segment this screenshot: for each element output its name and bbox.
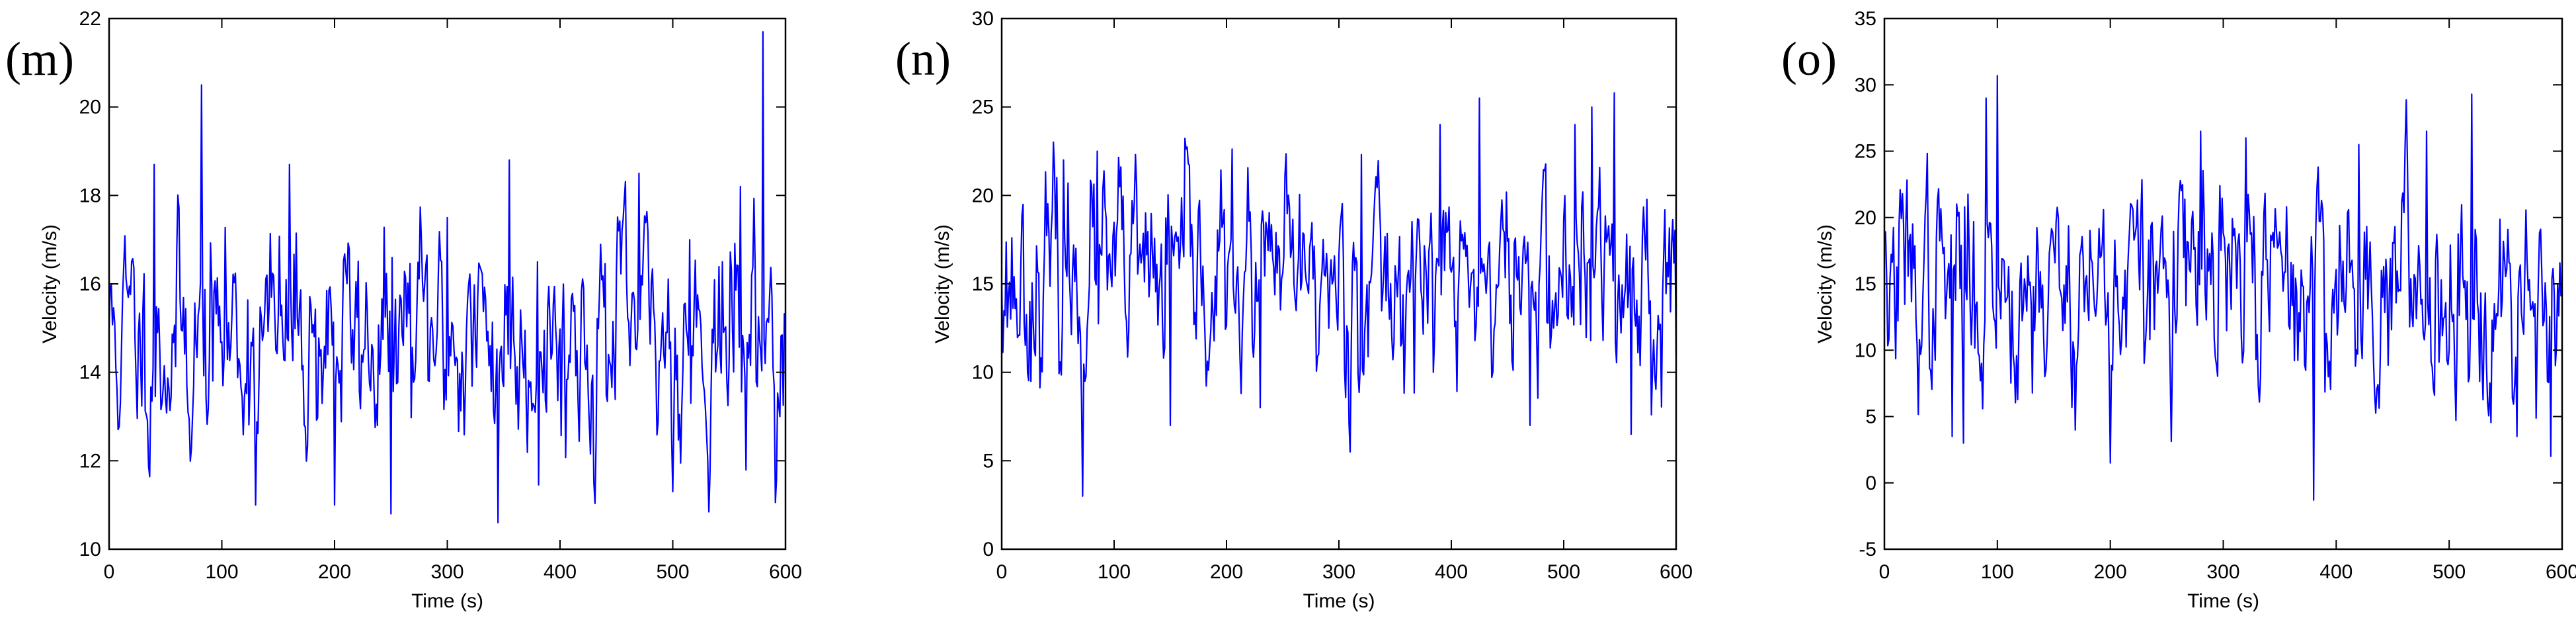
axis-ticks: 0 100 200 300 400 500 600 0 5 10 15 20 25 30 [972,8,1693,583]
x-axis-label: Time (s) [411,590,483,612]
series-line-velocity [1883,75,2563,501]
y-tick-label: 5 [1865,406,1876,428]
x-tick-label: 200 [1210,561,1243,583]
y-tick-label: 35 [1855,8,1876,30]
series-line-velocity [108,31,787,523]
velocity-chart-n: 0 100 200 300 400 500 600 0 5 10 15 20 25 30 Time (s) V… [932,8,1693,612]
y-tick-label: 20 [79,97,101,118]
x-tick-label: 100 [1098,561,1131,583]
chart-panel-m: (m) 0 100 200 300 400 500 600 10 12 14 16 18 20 22 Tim… [0,0,820,617]
x-tick-label: 300 [1322,561,1355,583]
panel-label-n: (n) [895,32,951,85]
y-tick-label: 30 [1855,74,1876,96]
panel-label-o: (o) [1781,32,1837,85]
x-tick-label: 100 [1981,561,2014,583]
y-tick-label: 5 [983,450,994,472]
plot-area [108,31,787,523]
y-tick-label: 12 [79,450,101,472]
panel-label-m: (m) [5,32,74,85]
x-tick-label: 200 [318,561,351,583]
x-tick-label: 0 [1879,561,1890,583]
y-tick-label: 10 [1855,339,1876,361]
y-tick-label: 10 [79,539,101,560]
axis-ticks: 0 100 200 300 400 500 600 10 12 14 16 18 20 22 [79,8,802,583]
y-tick-label: 15 [972,273,994,295]
x-tick-label: 0 [996,561,1008,583]
y-tick-label: 25 [972,97,994,118]
y-tick-label: 0 [1865,472,1876,494]
y-tick-label: 0 [983,539,994,560]
y-axis-label: Velocity (m/s) [932,224,953,343]
y-axis-label: Velocity (m/s) [1814,224,1836,343]
x-tick-label: 200 [2094,561,2127,583]
y-tick-label: 15 [1855,273,1876,295]
x-axis-label: Time (s) [2187,590,2259,612]
x-tick-label: 400 [1435,561,1468,583]
plot-area [1000,92,1677,497]
y-tick-label: 10 [972,362,994,384]
y-tick-label: -5 [1859,539,1876,560]
velocity-chart-o: 0 100 200 300 400 500 600-505101520253035Time … [1814,8,2576,612]
x-tick-label: 300 [2206,561,2239,583]
y-tick-label: 22 [79,8,101,30]
y-tick-label: 16 [79,273,101,295]
x-axis-label: Time (s) [1303,590,1375,612]
chart-panel-n: (n) 0 100 200 300 400 500 600 0 5 10 15 20 25 30 Time … [886,0,1706,617]
x-tick-label: 400 [2319,561,2353,583]
x-tick-label: 0 [104,561,115,583]
plot-area [1883,75,2563,501]
y-tick-label: 25 [1855,141,1876,163]
x-tick-label: 500 [656,561,689,583]
x-tick-label: 300 [430,561,463,583]
x-tick-label: 500 [1547,561,1580,583]
y-tick-label: 20 [972,185,994,206]
y-tick-label: 14 [79,362,101,384]
velocity-chart-m: 0 100 200 300 400 500 600 10 12 14 16 18 20 22 Time (s… [39,8,802,612]
x-tick-label: 400 [543,561,577,583]
y-tick-label: 30 [972,8,994,30]
series-line-velocity [1000,92,1677,497]
x-tick-label: 600 [1660,561,1693,583]
y-axis-label: Velocity (m/s) [39,224,61,343]
x-tick-label: 600 [769,561,802,583]
x-tick-label: 100 [205,561,238,583]
x-tick-label: 500 [2433,561,2466,583]
y-tick-label: 18 [79,185,101,206]
chart-panel-o: (o) 0 100 200 300 400 500 600 -5 0 5 10 15 20 25 30 35 T… [1772,0,2576,617]
x-tick-label: 600 [2546,561,2576,583]
y-tick-label: 20 [1855,207,1876,229]
